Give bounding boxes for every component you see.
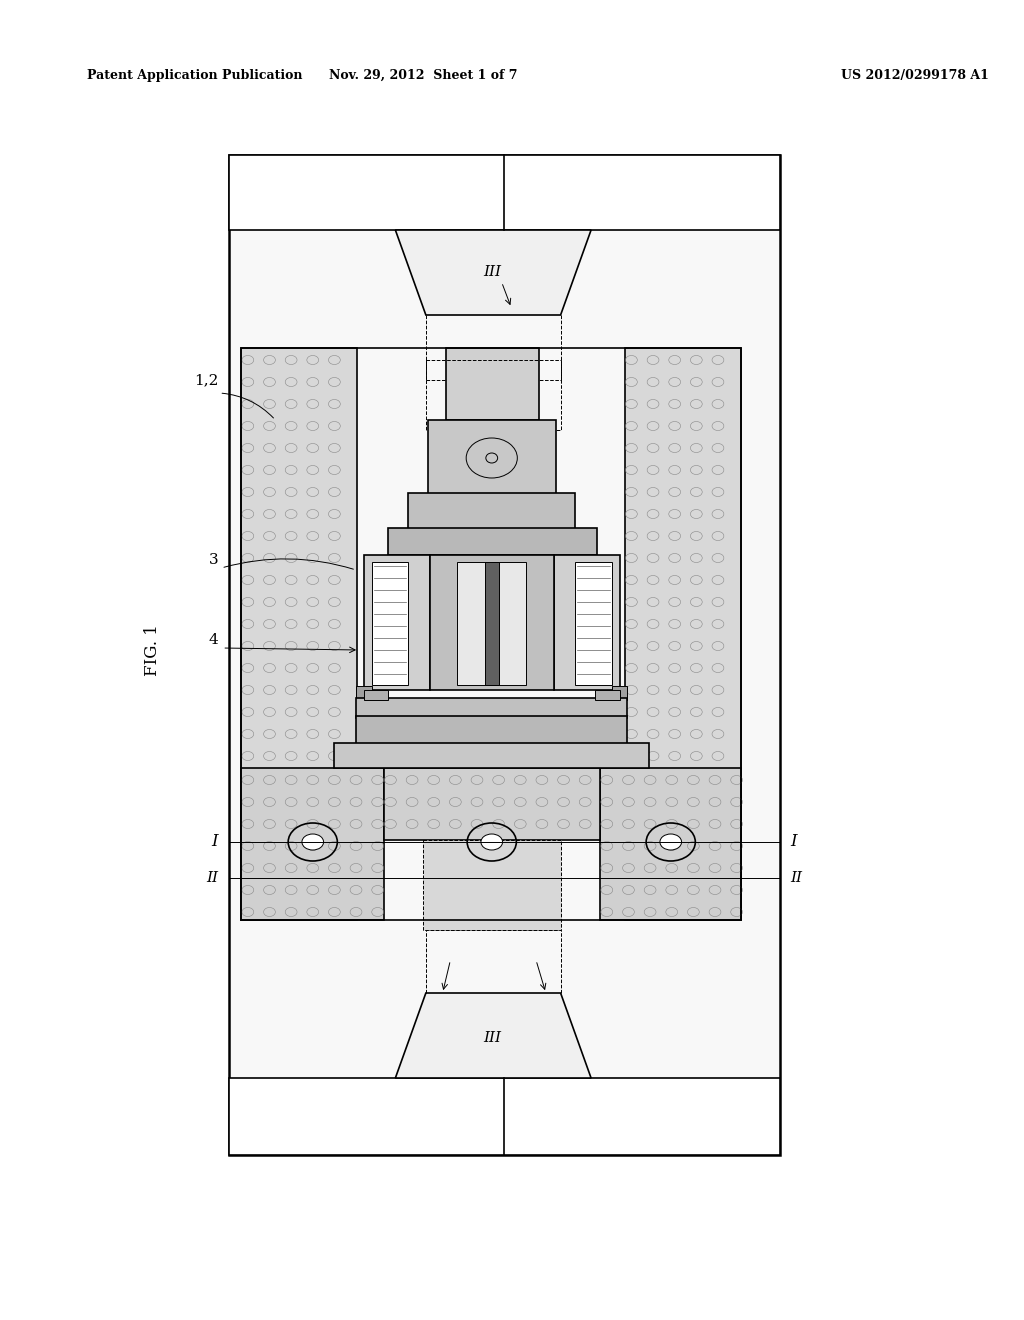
Polygon shape bbox=[241, 348, 357, 920]
Text: I: I bbox=[212, 833, 218, 850]
Text: III: III bbox=[482, 265, 501, 279]
Polygon shape bbox=[388, 528, 597, 554]
Polygon shape bbox=[423, 840, 560, 931]
Text: Patent Application Publication: Patent Application Publication bbox=[87, 69, 302, 82]
Polygon shape bbox=[484, 562, 499, 685]
Text: FIG. 1: FIG. 1 bbox=[144, 624, 161, 676]
Text: I: I bbox=[791, 833, 798, 850]
Polygon shape bbox=[409, 492, 575, 531]
Polygon shape bbox=[356, 698, 628, 718]
Polygon shape bbox=[458, 562, 526, 685]
Polygon shape bbox=[600, 768, 740, 920]
Text: II: II bbox=[207, 871, 218, 884]
Ellipse shape bbox=[481, 834, 503, 850]
Polygon shape bbox=[611, 686, 628, 700]
Polygon shape bbox=[625, 348, 740, 920]
Text: 1,2: 1,2 bbox=[194, 374, 218, 387]
Polygon shape bbox=[445, 348, 539, 420]
Ellipse shape bbox=[302, 834, 324, 850]
Polygon shape bbox=[364, 690, 388, 700]
Ellipse shape bbox=[659, 834, 682, 850]
Text: Nov. 29, 2012  Sheet 1 of 7: Nov. 29, 2012 Sheet 1 of 7 bbox=[329, 69, 517, 82]
Polygon shape bbox=[430, 554, 554, 690]
Polygon shape bbox=[364, 554, 430, 690]
Polygon shape bbox=[229, 154, 780, 1155]
Polygon shape bbox=[595, 690, 620, 700]
Text: US 2012/0299178 A1: US 2012/0299178 A1 bbox=[841, 69, 989, 82]
Polygon shape bbox=[335, 743, 649, 768]
Polygon shape bbox=[372, 562, 409, 685]
Polygon shape bbox=[395, 993, 591, 1078]
Polygon shape bbox=[241, 768, 384, 920]
Polygon shape bbox=[384, 768, 600, 840]
Polygon shape bbox=[356, 715, 628, 744]
Ellipse shape bbox=[485, 453, 498, 463]
Polygon shape bbox=[428, 420, 556, 495]
Text: II: II bbox=[791, 871, 803, 884]
Polygon shape bbox=[229, 154, 780, 230]
Polygon shape bbox=[554, 554, 620, 690]
Polygon shape bbox=[229, 1078, 780, 1155]
Text: 3: 3 bbox=[209, 553, 218, 568]
Text: III: III bbox=[482, 1031, 501, 1045]
Polygon shape bbox=[356, 686, 372, 700]
Polygon shape bbox=[395, 230, 591, 315]
Polygon shape bbox=[575, 562, 611, 685]
Text: 4: 4 bbox=[209, 634, 218, 647]
